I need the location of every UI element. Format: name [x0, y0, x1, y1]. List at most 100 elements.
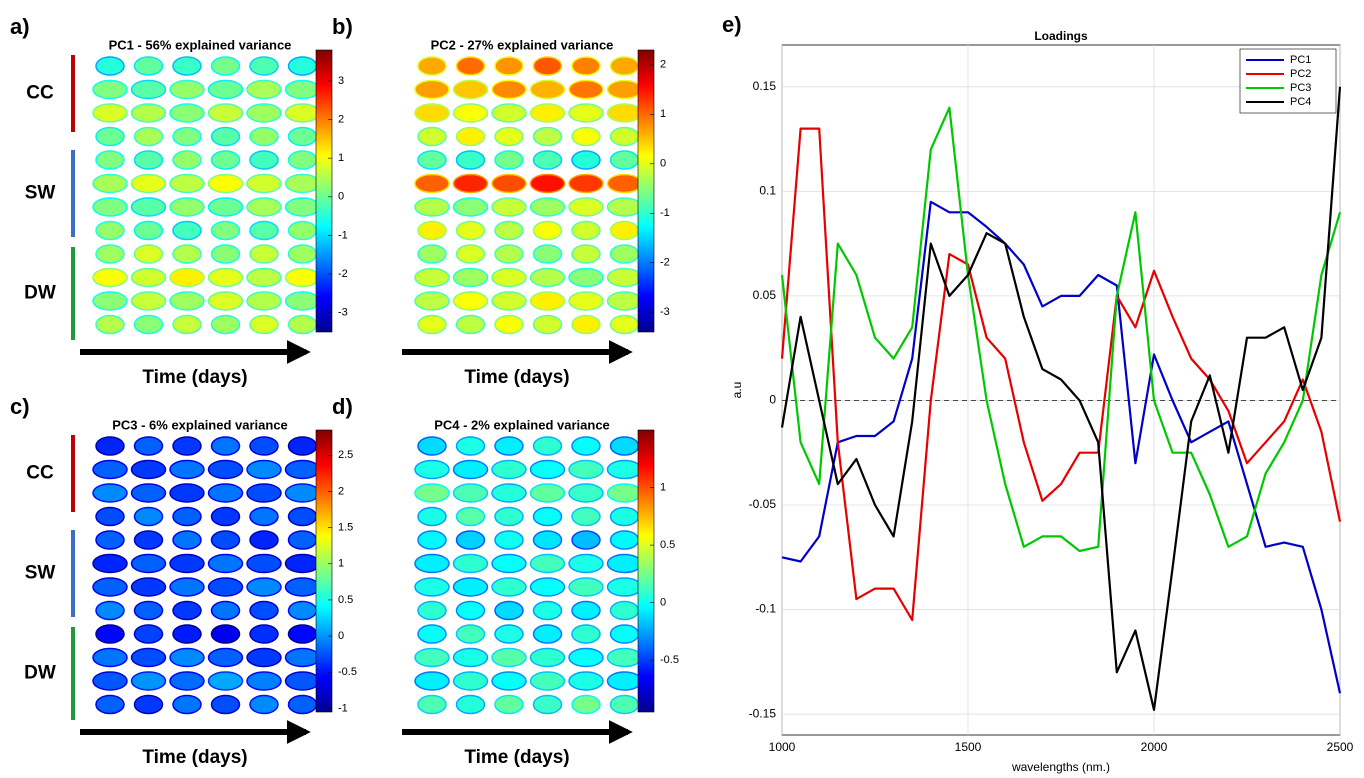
- sample-image: [455, 694, 486, 715]
- chart-title: Loadings: [1034, 29, 1088, 43]
- sample-image: [455, 314, 486, 335]
- panel-title: PC4 - 2% explained variance: [434, 417, 610, 432]
- y-axis-label: a.u: [730, 382, 744, 399]
- sample-image: [287, 126, 318, 147]
- sample-image: [249, 600, 279, 621]
- sample-image: [491, 671, 527, 691]
- sample-image: [133, 126, 164, 147]
- colorbar: [315, 429, 333, 713]
- y-tick-label: -0.05: [749, 497, 777, 511]
- sample-image: [417, 244, 447, 264]
- sample-image: [133, 600, 164, 621]
- sample-image: [92, 267, 128, 288]
- sample-image: [491, 483, 527, 503]
- sample-image: [210, 220, 241, 241]
- sample-image: [414, 291, 450, 311]
- panel: a) PC1 - 56% explained variance CC SW DW Time…: [10, 14, 348, 388]
- sample-image: [246, 483, 282, 503]
- sample-image: [210, 244, 241, 264]
- sample-image: [130, 459, 167, 480]
- x-tick-label: 2000: [1141, 740, 1168, 754]
- sample-image: [606, 197, 643, 217]
- sample-image: [606, 103, 643, 123]
- y-tick-label: 0: [769, 393, 776, 407]
- sample-image: [494, 56, 524, 76]
- x-tick-label: 2500: [1327, 740, 1354, 754]
- sample-image: [491, 197, 527, 217]
- colorbar-tick-label: 0: [660, 158, 666, 170]
- sample-image: [207, 483, 244, 503]
- sample-image: [571, 56, 601, 76]
- sample-image: [207, 647, 244, 668]
- sample-image: [95, 624, 125, 644]
- sample-image: [133, 624, 164, 644]
- sample-image: [529, 483, 566, 503]
- sample-image: [130, 291, 167, 311]
- sample-image: [532, 694, 563, 715]
- sample-image: [414, 577, 450, 597]
- sample-image: [452, 173, 489, 194]
- sample-image: [246, 267, 282, 288]
- panel-title: PC2 - 27% explained variance: [431, 37, 614, 52]
- sample-image: [92, 459, 128, 480]
- colorbar: [637, 429, 655, 713]
- group-label: SW: [25, 563, 56, 584]
- sample-image: [568, 291, 604, 311]
- sample-image: [169, 483, 205, 503]
- sample-image: [207, 103, 244, 123]
- panel: b) PC2 - 27% explained variance Time (days…: [332, 14, 670, 388]
- legend-label: PC1: [1290, 54, 1311, 66]
- sample-image: [609, 600, 640, 621]
- colorbar-tick-label: 1: [338, 558, 344, 570]
- sample-image: [414, 483, 450, 503]
- sample-image: [207, 577, 244, 597]
- sample-image: [529, 459, 566, 480]
- sample-image: [287, 56, 318, 76]
- legend-label: PC3: [1290, 82, 1311, 94]
- sample-image: [284, 459, 321, 480]
- sample-image: [491, 577, 527, 597]
- sample-image: [284, 173, 321, 194]
- colorbar-tick-label: 1: [338, 152, 344, 164]
- colorbar-tick-label: 1: [660, 481, 666, 493]
- sample-image: [532, 150, 563, 170]
- colorbar-tick-label: 1: [660, 108, 666, 120]
- sample-image: [452, 553, 489, 574]
- sample-image: [452, 577, 489, 597]
- sample-image: [92, 197, 128, 217]
- sample-image: [210, 436, 241, 456]
- sample-image: [287, 436, 318, 456]
- sample-image: [287, 530, 318, 550]
- sample-image: [92, 647, 128, 668]
- colorbar-tick-label: -2: [660, 257, 670, 269]
- sample-image: [249, 150, 279, 170]
- y-tick-label: -0.1: [755, 602, 776, 616]
- sample-image: [133, 314, 164, 335]
- sample-image: [609, 220, 640, 241]
- sample-image: [417, 436, 447, 456]
- sample-image: [491, 173, 527, 194]
- sample-image: [414, 647, 450, 668]
- panel-title: PC1 - 56% explained variance: [109, 37, 292, 52]
- group-label: CC: [26, 83, 54, 104]
- sample-image: [130, 577, 167, 597]
- sample-image: [169, 647, 205, 668]
- sample-image: [455, 150, 486, 170]
- y-tick-label: 0.1: [759, 184, 776, 198]
- sample-image: [532, 314, 563, 335]
- sample-image: [571, 220, 601, 241]
- sample-image: [417, 694, 447, 715]
- group-bar: [71, 247, 75, 340]
- sample-image: [169, 291, 205, 311]
- sample-image: [455, 624, 486, 644]
- group-label: SW: [25, 183, 56, 204]
- sample-image: [606, 647, 643, 668]
- sample-image: [207, 173, 244, 194]
- sample-image: [284, 553, 321, 574]
- sample-image: [92, 577, 128, 597]
- sample-image: [414, 103, 450, 123]
- sample-image: [130, 197, 167, 217]
- sample-image: [95, 56, 125, 76]
- sample-image: [249, 314, 279, 335]
- sample-image: [95, 600, 125, 621]
